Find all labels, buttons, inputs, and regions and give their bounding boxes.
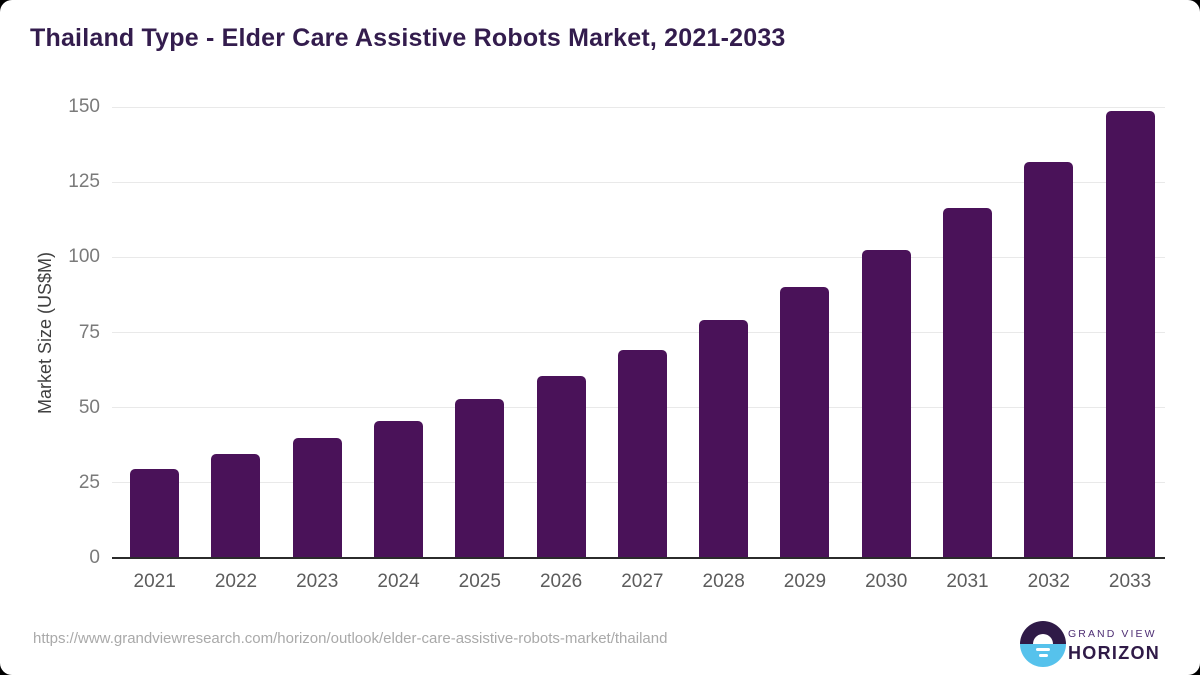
bar-2027[interactable]	[617, 349, 667, 558]
x-tick-label-2023: 2023	[296, 571, 339, 592]
x-tick-label-2033: 2033	[1108, 571, 1152, 592]
x-axis-line	[112, 557, 1165, 559]
bar-2023[interactable]	[292, 438, 342, 558]
y-tick-label-0: 0	[89, 547, 100, 568]
bar-2022[interactable]	[211, 454, 261, 558]
source-url: https://www.grandviewresearch.com/horizo…	[33, 630, 668, 647]
bar-2021[interactable]	[130, 468, 180, 558]
logo-product-text: HORIZON	[1068, 643, 1161, 663]
x-tick-label-2027: 2027	[621, 571, 664, 592]
y-tick-label-50: 50	[78, 396, 100, 418]
bar-2029[interactable]	[780, 286, 830, 558]
bar-2024[interactable]	[374, 420, 424, 558]
x-tick-label-2029: 2029	[783, 571, 827, 592]
bar-2028[interactable]	[699, 319, 749, 558]
y-tick-label-25: 25	[78, 471, 100, 493]
x-tick-label-2022: 2022	[214, 571, 258, 592]
gridline-150	[112, 106, 1165, 108]
bar-2031[interactable]	[943, 208, 992, 558]
sunrise-horizon-icon	[1020, 621, 1066, 667]
x-tick-label-2021: 2021	[133, 571, 176, 592]
gridline-75	[112, 332, 1165, 333]
y-tick-label-100: 100	[68, 246, 100, 268]
sun-reflection-line	[1038, 654, 1048, 658]
bar-2025[interactable]	[455, 398, 505, 558]
sun-icon	[1033, 634, 1053, 644]
logo-text: GRAND VIEW HORIZON	[1068, 628, 1160, 664]
x-tick-label-2030: 2030	[865, 571, 908, 592]
x-tick-label-2028: 2028	[702, 571, 745, 592]
y-tick-label-150: 150	[68, 96, 100, 117]
y-tick-label-75: 75	[78, 321, 100, 343]
y-tick-label-125: 125	[68, 171, 100, 193]
x-tick-label-2025: 2025	[458, 571, 501, 592]
bar-2033[interactable]	[1105, 110, 1155, 558]
page-title: Thailand Type - Elder Care Assistive Rob…	[30, 24, 786, 52]
x-tick-label-2031: 2031	[946, 571, 989, 592]
bar-2026[interactable]	[536, 376, 586, 558]
bar-2030[interactable]	[861, 250, 911, 558]
gridline-100	[112, 256, 1165, 258]
grandview-horizon-logo[interactable]: GRAND VIEW HORIZON	[1020, 621, 1180, 668]
bar-2032[interactable]	[1024, 162, 1074, 558]
x-tick-label-2026: 2026	[539, 571, 583, 592]
x-tick-label-2032: 2032	[1027, 571, 1070, 592]
gridline-125	[112, 181, 1165, 183]
logo-brand-text: GRAND VIEW	[1068, 628, 1157, 640]
sun-reflection-line	[1036, 648, 1050, 652]
x-tick-label-2024: 2024	[377, 571, 420, 592]
